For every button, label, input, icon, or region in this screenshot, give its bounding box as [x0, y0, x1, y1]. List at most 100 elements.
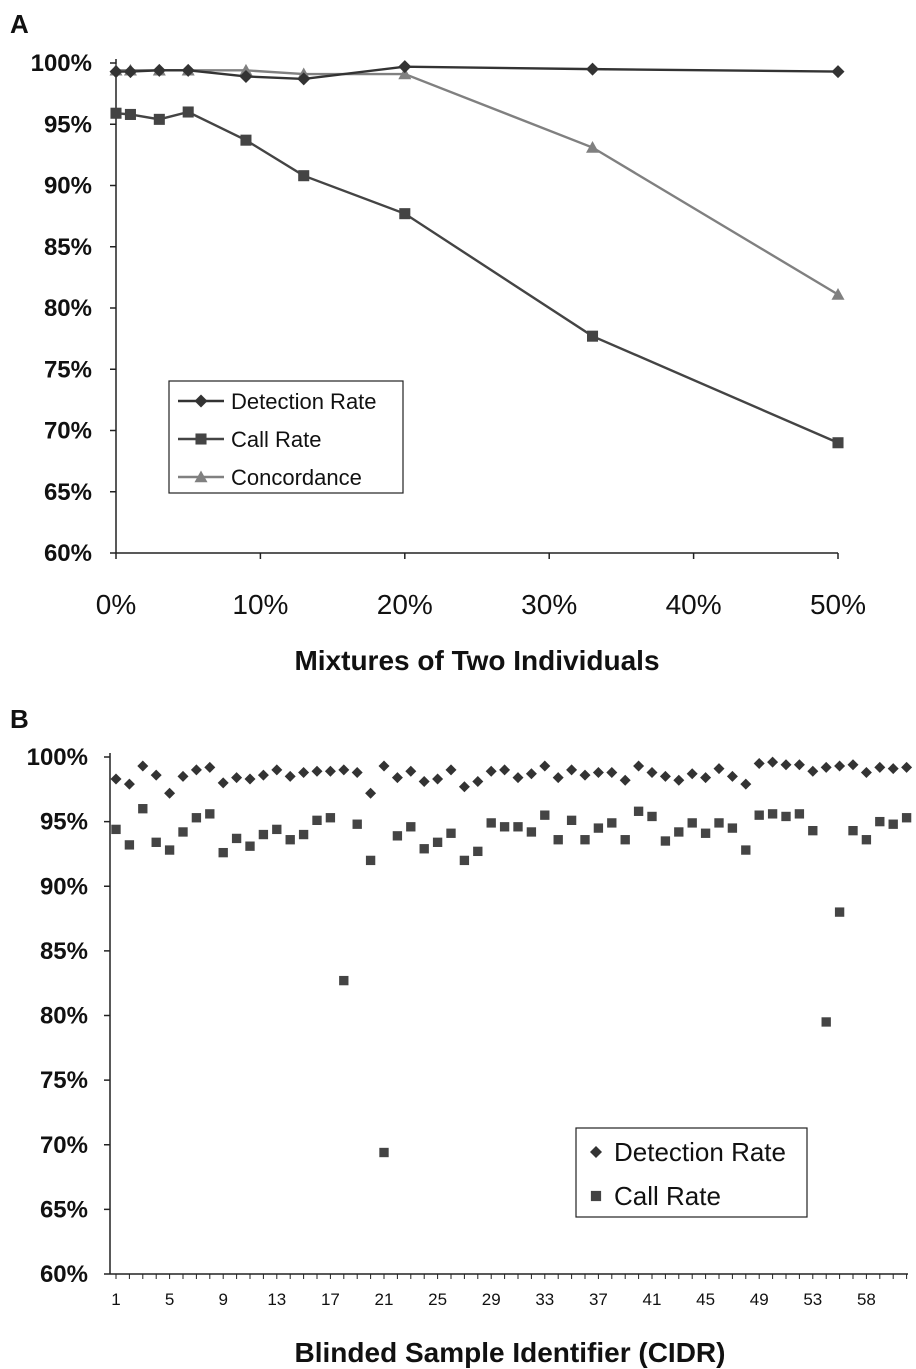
panel-a-x-tick-label: 30% — [521, 589, 577, 620]
panel-b-chart: 60% 65% 70% 75% 80% 85% 90% 95% 100% 1 5 9 13 17 21 25 2… — [27, 744, 913, 1368]
data-point-call-rate — [540, 810, 550, 820]
panel-b-legend-box — [575, 1127, 808, 1218]
data-point-call-rate — [151, 837, 161, 847]
data-point-call-rate — [741, 845, 751, 855]
panel-b-x-tick-label: 49 — [750, 1290, 769, 1309]
data-point-detection-rate — [633, 760, 645, 772]
data-point-call-rate — [298, 829, 309, 840]
data-point-call-rate — [633, 806, 644, 816]
data-point-detection-rate — [257, 769, 269, 781]
data-point-call-rate — [499, 822, 510, 832]
panel-a-x-tick-label: 50% — [810, 589, 866, 620]
data-point-detection-rate — [181, 63, 195, 77]
data-point-detection-rate — [123, 65, 137, 79]
data-point-call-rate — [182, 106, 194, 118]
data-point-call-rate — [486, 818, 496, 828]
panel-b-y-tick-label: 65% — [40, 1196, 88, 1223]
data-point-detection-rate — [753, 757, 765, 769]
panel-b-letter: B — [10, 704, 29, 734]
data-point-concordance — [831, 288, 845, 300]
data-point-detection-rate — [217, 777, 229, 789]
data-point-call-rate — [298, 170, 310, 182]
data-point-call-rate — [832, 437, 844, 449]
legend-entry-detection-rate: Detection Rate — [231, 389, 377, 414]
panel-a-y-tick-label: 95% — [44, 111, 92, 138]
data-point-call-rate — [586, 330, 599, 342]
data-point-call-rate — [553, 835, 563, 845]
panel-a-y-tick-label: 60% — [44, 540, 92, 567]
legend-entry-call-rate: Call Rate — [614, 1181, 721, 1211]
panel-b-y-tick-label: 100% — [27, 744, 88, 771]
data-point-detection-rate — [177, 770, 189, 782]
panel-b-x-tick-label: 5 — [165, 1290, 174, 1309]
data-point-call-rate — [258, 829, 269, 840]
data-point-concordance — [586, 141, 600, 153]
data-point-call-rate — [124, 840, 135, 850]
data-point-call-rate — [834, 907, 845, 917]
data-point-call-rate — [888, 819, 898, 829]
panel-b-y-tick-label: 85% — [40, 938, 88, 965]
data-point-call-rate — [620, 835, 630, 845]
data-point-call-rate — [379, 1147, 389, 1158]
data-point-detection-rate — [458, 781, 470, 793]
data-point-detection-rate — [365, 787, 377, 799]
data-point-detection-rate — [391, 772, 403, 784]
panel-b-x-axis-label: Blinded Sample Identifier (CIDR) — [295, 1337, 726, 1368]
panel-b-y-tick-label: 90% — [40, 873, 88, 900]
panel-a-y-tick-label: 85% — [44, 234, 92, 261]
data-point-detection-rate — [485, 765, 497, 777]
data-point-call-rate — [205, 809, 215, 819]
data-point-detection-rate — [512, 772, 524, 784]
data-point-call-rate — [727, 823, 738, 833]
data-point-call-rate — [687, 818, 697, 828]
data-point-detection-rate — [351, 767, 363, 779]
data-point-detection-rate — [244, 773, 256, 785]
data-point-detection-rate — [566, 764, 578, 776]
data-point-call-rate — [875, 816, 885, 827]
data-point-call-rate — [513, 822, 523, 832]
data-point-detection-rate — [472, 776, 484, 788]
data-point-detection-rate — [324, 765, 336, 777]
panel-b-x-tick-label: 25 — [428, 1290, 447, 1309]
data-point-detection-rate — [418, 776, 430, 788]
data-point-detection-rate — [740, 778, 752, 790]
data-point-detection-rate — [586, 62, 600, 76]
data-point-call-rate — [110, 107, 122, 119]
panel-b-x-tick-label: 1 — [111, 1290, 120, 1309]
panel-a-x-tick-label: 20% — [377, 589, 433, 620]
data-point-call-rate — [339, 975, 349, 986]
data-point-detection-rate — [820, 761, 832, 773]
data-point-call-rate — [526, 827, 537, 837]
data-point-detection-rate — [700, 772, 712, 784]
legend-marker-concordance — [194, 470, 208, 483]
data-point-detection-rate — [271, 764, 283, 776]
data-point-detection-rate — [860, 767, 872, 779]
data-point-detection-rate — [831, 65, 845, 79]
legend-marker-detection-rate — [194, 394, 208, 408]
panel-b-x-tick-label: 21 — [375, 1290, 394, 1309]
data-point-detection-rate — [338, 764, 350, 776]
panel-b-legend: Detection Rate Call Rate — [575, 1127, 808, 1218]
panel-a-letter: A — [10, 9, 29, 39]
data-point-detection-rate — [686, 768, 698, 780]
panel-a-x-tick-label: 10% — [232, 589, 288, 620]
data-point-detection-rate — [525, 768, 537, 780]
data-point-call-rate — [459, 855, 470, 866]
data-point-detection-rate — [726, 770, 738, 782]
data-point-detection-rate — [887, 763, 899, 775]
data-point-call-rate — [660, 836, 671, 846]
data-point-detection-rate — [579, 769, 591, 781]
panel-a-x-tick-label: 40% — [666, 589, 722, 620]
data-point-call-rate — [138, 804, 148, 814]
data-point-detection-rate — [874, 761, 886, 773]
data-point-call-rate — [231, 833, 242, 844]
data-point-call-rate — [191, 813, 202, 823]
legend-marker-call-rate — [590, 1190, 602, 1202]
data-point-call-rate — [580, 835, 590, 845]
data-point-detection-rate — [834, 760, 846, 772]
data-point-detection-rate — [110, 773, 122, 785]
data-point-call-rate — [901, 813, 912, 823]
data-point-call-rate — [240, 134, 252, 146]
data-point-call-rate — [365, 855, 376, 866]
data-point-detection-rate — [405, 765, 417, 777]
